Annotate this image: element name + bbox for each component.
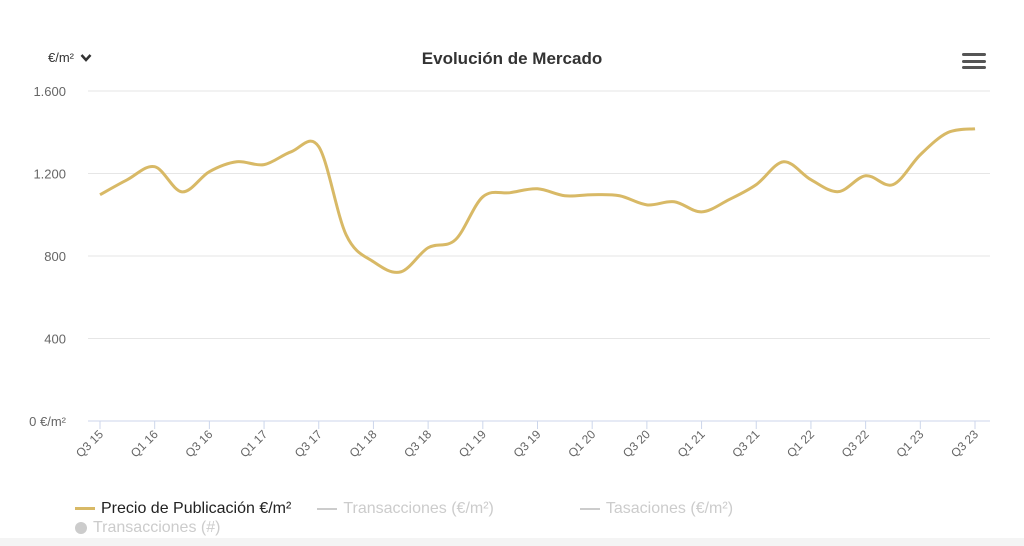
x-tick-label: Q1 18 [347, 427, 380, 460]
x-tick-label: Q3 15 [73, 427, 106, 460]
x-tick-label: Q1 19 [456, 427, 489, 460]
x-tick-label: Q3 21 [729, 427, 762, 460]
legend-label: Transacciones (#) [93, 519, 221, 536]
legend-label: Transacciones (€/m²) [343, 500, 494, 517]
x-tick-label: Q1 21 [675, 427, 708, 460]
legend-item[interactable]: Precio de Publicación €/m² [75, 500, 291, 518]
legend-item[interactable]: Transacciones (€/m²) [317, 500, 494, 518]
legend: Precio de Publicación €/m² Transacciones … [75, 497, 759, 537]
y-tick-label: 400 [44, 332, 66, 347]
legend-item[interactable]: Transacciones (#) [75, 519, 733, 537]
x-tick-label: Q3 19 [511, 427, 544, 460]
chevron-down-icon [80, 53, 92, 62]
legend-item[interactable]: Tasaciones (€/m²) [579, 500, 734, 518]
x-tick-label: Q1 16 [128, 427, 161, 460]
series-line-precio-publicacion [99, 127, 976, 274]
y-tick-label: 0 €/m² [29, 414, 67, 429]
x-tick-label: Q1 20 [565, 427, 598, 460]
x-tick-label: Q3 20 [620, 427, 653, 460]
hamburger-menu-icon[interactable] [962, 53, 986, 73]
x-tick-label: Q1 17 [237, 427, 270, 460]
footer-strip [0, 538, 1024, 546]
x-tick-label: Q1 22 [784, 427, 817, 460]
x-tick-label: Q3 23 [948, 427, 981, 460]
legend-label: Tasaciones (€/m²) [605, 500, 734, 517]
unit-selector[interactable]: €/m² [48, 50, 92, 65]
x-tick-label: Q3 22 [839, 427, 872, 460]
x-tick-label: Q1 23 [893, 427, 926, 460]
x-tick-label: Q3 18 [401, 427, 434, 460]
line-chart: 0 €/m² 400 800 1.200 1.600 Q3 15 Q1 16 Q3 16 Q1 … [29, 84, 990, 460]
y-tick-label: 1.600 [33, 84, 66, 99]
legend-line-icon [579, 508, 600, 510]
x-tick-label: Q3 16 [182, 427, 215, 460]
x-tick-label: Q3 17 [292, 427, 325, 460]
legend-label: Precio de Publicación €/m² [101, 499, 292, 517]
legend-dot-icon [75, 522, 87, 534]
legend-line-icon [75, 507, 95, 510]
chart-title: Evolución de Mercado [421, 49, 603, 68]
unit-label: €/m² [48, 50, 74, 65]
y-tick-label: 1.200 [33, 167, 66, 182]
y-tick-label: 800 [44, 249, 66, 264]
legend-line-icon [317, 508, 338, 510]
